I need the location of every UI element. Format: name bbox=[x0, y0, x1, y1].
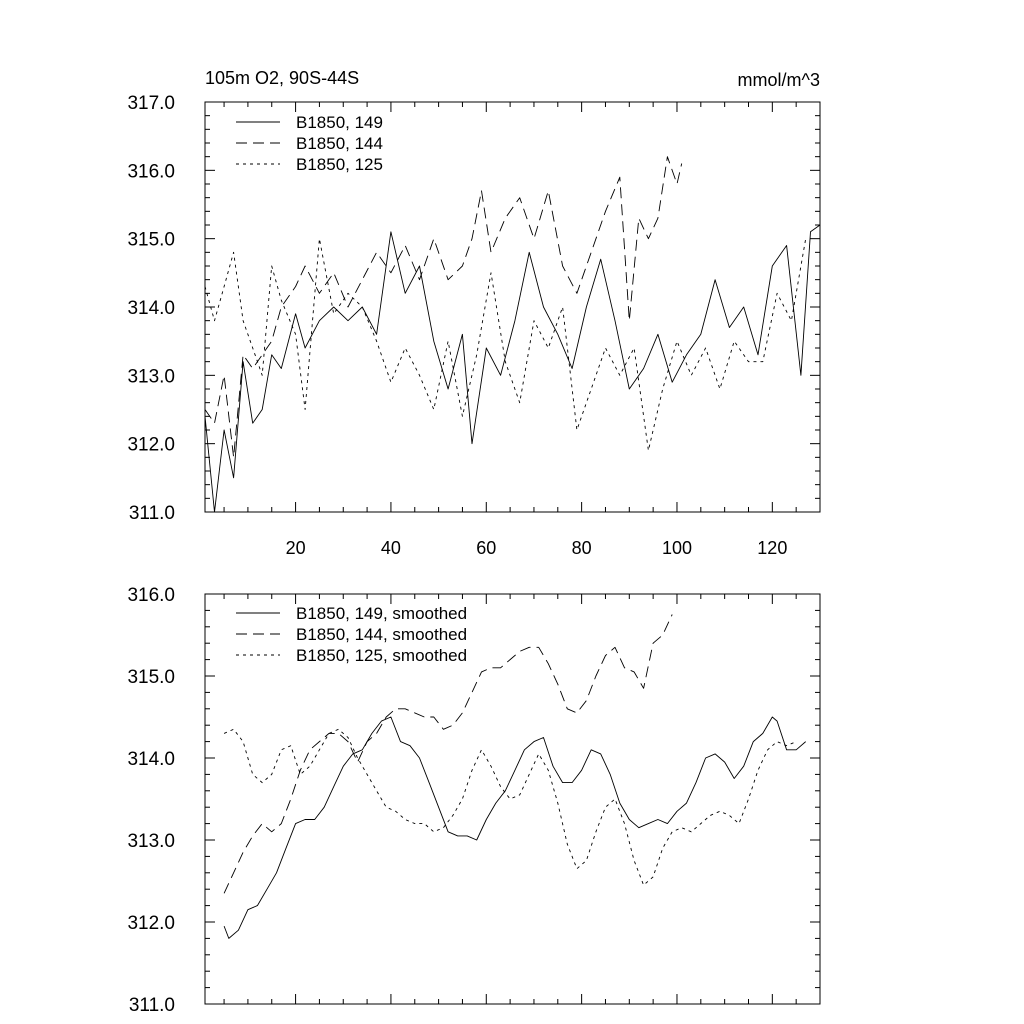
units-label: mmol/m^3 bbox=[738, 70, 820, 90]
top-series-line-solid bbox=[204, 224, 821, 513]
bottom-series-line-solid bbox=[223, 716, 806, 939]
bottom-y-tick-label: 311.0 bbox=[129, 995, 175, 1016]
top-series-line-dotted bbox=[204, 238, 807, 451]
top-legend-label: B1850, 144 bbox=[296, 134, 383, 153]
top-series-group bbox=[204, 156, 821, 513]
bottom-plot-frame bbox=[204, 593, 821, 1005]
top-y-tick-label: 314.0 bbox=[127, 298, 175, 319]
top-x-tick-label: 20 bbox=[286, 538, 306, 558]
top-y-tick-label: 315.0 bbox=[127, 230, 175, 251]
top-y-tick-label: 317.0 bbox=[127, 93, 175, 114]
top-y-tick-label: 313.0 bbox=[127, 366, 175, 387]
bottom-legend: B1850, 149, smoothed B1850, 144, smoothed… bbox=[236, 604, 467, 665]
bottom-y-tick-label: 314.0 bbox=[127, 749, 175, 770]
top-legend: B1850, 149 B1850, 144 B1850, 125 bbox=[236, 113, 383, 174]
bottom-y-tick-label: 315.0 bbox=[127, 667, 175, 688]
bottom-plot-panel: 311.0 312.0 313.0 314.0 315.0 316.0 B1850, 14… bbox=[127, 585, 821, 1016]
bottom-y-tick-label: 313.0 bbox=[127, 831, 175, 852]
top-y-tick-label: 312.0 bbox=[127, 435, 175, 456]
bottom-series-line-dotted bbox=[223, 728, 797, 886]
top-legend-label: B1850, 125 bbox=[296, 155, 383, 174]
bottom-legend-label: B1850, 144, smoothed bbox=[296, 625, 467, 644]
bottom-axis-ticks: 311.0 312.0 313.0 314.0 315.0 316.0 bbox=[127, 585, 820, 1016]
top-series-line-dashed bbox=[204, 156, 683, 458]
chart-title: 105m O2, 90S-44S bbox=[205, 68, 359, 88]
bottom-y-tick-label: 312.0 bbox=[127, 913, 175, 934]
bottom-legend-label: B1850, 149, smoothed bbox=[296, 604, 467, 623]
top-x-tick-label: 60 bbox=[476, 538, 496, 558]
top-x-tick-label: 40 bbox=[381, 538, 401, 558]
top-y-tick-label: 311.0 bbox=[129, 503, 175, 524]
top-x-tick-label: 120 bbox=[757, 538, 787, 558]
top-axis-ticks: 20 40 60 80 100 120 311.0 312.0 313.0 314.0 315.0 3… bbox=[127, 93, 820, 558]
bottom-series-line-dashed bbox=[223, 614, 673, 894]
bottom-legend-label: B1850, 125, smoothed bbox=[296, 646, 467, 665]
top-plot-panel: 20 40 60 80 100 120 311.0 312.0 313.0 314.0 315.0 3… bbox=[127, 93, 821, 558]
top-x-tick-label: 80 bbox=[572, 538, 592, 558]
top-y-tick-label: 316.0 bbox=[127, 161, 175, 182]
top-legend-label: B1850, 149 bbox=[296, 113, 383, 132]
top-x-tick-label: 100 bbox=[662, 538, 692, 558]
bottom-y-tick-label: 316.0 bbox=[127, 585, 175, 606]
bottom-series-group bbox=[223, 614, 806, 939]
